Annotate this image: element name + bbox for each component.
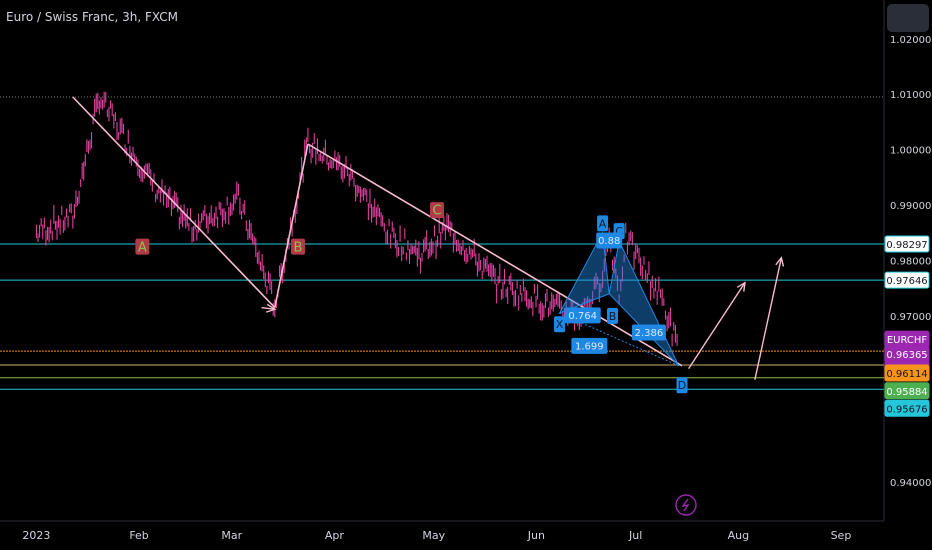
harmonic-triangle-xab <box>558 231 610 315</box>
price-label: 0.97646 <box>886 276 927 287</box>
chart-grid <box>0 0 885 522</box>
ratio-label: 1.699 <box>575 341 604 352</box>
ratio-label-box <box>564 307 601 324</box>
price-candles <box>35 91 678 347</box>
price-label: 0.96114 <box>886 369 927 380</box>
ratio-label-box <box>631 324 666 341</box>
price-label-box <box>884 271 930 289</box>
price-tick: 1.02000 <box>890 35 931 46</box>
price-tick: 0.98000 <box>890 257 931 268</box>
wave-label-b-box <box>290 238 305 255</box>
price-label: 0.98297 <box>886 240 927 251</box>
price-tick: 1.01000 <box>890 90 931 101</box>
arrow-b-head <box>261 306 275 310</box>
harmonic-point-d-box <box>676 377 688 394</box>
lightning-icon <box>675 494 697 516</box>
price-label: 0.95884 <box>886 387 927 398</box>
harmonic-point-b-box <box>607 307 619 324</box>
time-tick: Apr <box>325 529 345 542</box>
price-label: 0.95676 <box>886 404 927 415</box>
time-tick: Jul <box>628 529 642 542</box>
trendline-cd <box>307 143 683 367</box>
projection-arrow-1-head <box>736 281 746 292</box>
arrow-b-head-head <box>266 303 277 313</box>
chart-drawings: A B C X A B C D 0.764 0.88 1.699 2.386 <box>72 96 785 516</box>
price-label-box <box>884 382 930 400</box>
price-label-box <box>884 235 930 253</box>
wave-label-b: B <box>294 240 303 255</box>
projection-arrow-2-head <box>775 256 785 267</box>
harmonic-point-d: D <box>678 379 686 392</box>
wave-label-a-box <box>135 238 150 255</box>
menu-button[interactable] <box>887 4 929 32</box>
ratio-label-box <box>571 337 608 354</box>
price-tick: 0.94000 <box>890 478 931 489</box>
horizontal-levels <box>0 243 884 390</box>
price-tick: 0.99000 <box>890 201 931 212</box>
time-tick: Mar <box>221 529 242 542</box>
harmonic-point-x-box <box>554 316 566 333</box>
harmonic-point-a: A <box>599 217 607 230</box>
ratio-label: 0.88 <box>598 236 620 247</box>
harmonic-point-a-box <box>597 215 609 232</box>
price-label: 0.96365 <box>886 350 927 361</box>
time-axis: 2023 Feb Mar Apr May Jun Jul Aug Sep <box>22 529 851 542</box>
time-tick: Feb <box>129 529 148 542</box>
price-label-box <box>884 364 930 382</box>
chart-title: Euro / Swiss Franc, 3h, FXCM <box>6 10 178 24</box>
wave-label-c-box <box>430 202 445 219</box>
time-tick: May <box>422 529 445 542</box>
wave-label-c: C <box>432 204 441 219</box>
price-label: EURCHF <box>887 335 928 346</box>
lightning-icon-bolt <box>681 498 690 512</box>
time-tick: Sep <box>831 529 852 542</box>
ratio-label: 0.764 <box>568 311 597 322</box>
ratio-label-box <box>596 232 623 249</box>
wave-label-a: A <box>138 240 147 255</box>
time-tick: Jun <box>527 529 545 542</box>
trendline-ab <box>72 96 276 309</box>
harmonic-point-b: B <box>609 310 617 323</box>
trendline-bc <box>274 143 309 308</box>
time-tick: Aug <box>728 529 749 542</box>
price-tick: 0.97000 <box>890 312 931 323</box>
harmonic-point-c: C <box>615 225 623 238</box>
harmonic-point-x: X <box>556 318 564 331</box>
projection-arrow-2 <box>754 257 783 380</box>
price-label-box <box>884 399 930 417</box>
projection-arrow-1 <box>688 282 746 369</box>
price-tick: 1.00000 <box>890 146 931 157</box>
time-tick: 2023 <box>22 529 50 542</box>
ratio-label: 2.386 <box>635 328 664 339</box>
price-scale: 1.02000 1.01000 1.00000 0.99000 0.98000 0.970… <box>884 35 931 489</box>
